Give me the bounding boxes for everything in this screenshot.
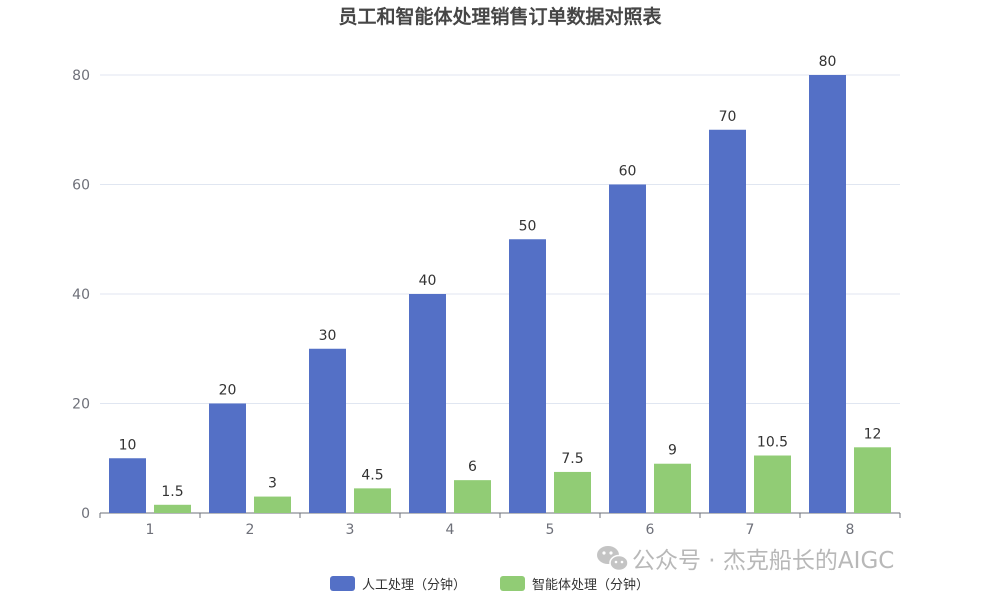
- data-label: 60: [619, 164, 637, 180]
- bar[interactable]: [509, 239, 546, 513]
- bar[interactable]: [554, 471, 591, 513]
- data-label: 12: [864, 426, 882, 442]
- data-label: 7.5: [561, 451, 583, 467]
- bar[interactable]: [409, 294, 446, 513]
- legend[interactable]: 人工处理（分钟） 智能体处理（分钟）: [330, 576, 649, 593]
- legend-label: 智能体处理（分钟）: [532, 577, 649, 593]
- bar[interactable]: [654, 463, 691, 513]
- watermark-text: 公众号 · 杰克船长的AIGC: [632, 548, 894, 574]
- bar[interactable]: [254, 496, 291, 513]
- bar[interactable]: [809, 75, 846, 513]
- legend-swatch: [500, 576, 525, 591]
- data-label: 70: [719, 109, 737, 125]
- bar[interactable]: [209, 403, 246, 514]
- x-tick-label: 6: [646, 522, 655, 538]
- wechat-icon: [597, 546, 629, 572]
- bar[interactable]: [709, 129, 746, 513]
- y-tick-label: 40: [72, 287, 90, 303]
- data-label: 6: [468, 459, 477, 475]
- y-tick-label: 0: [81, 506, 90, 522]
- bar[interactable]: [154, 504, 191, 513]
- bar[interactable]: [854, 447, 891, 513]
- legend-label: 人工处理（分钟）: [362, 577, 466, 593]
- data-label: 10: [119, 437, 137, 453]
- bar[interactable]: [309, 348, 346, 513]
- bar[interactable]: [609, 184, 646, 514]
- x-tick-label: 8: [846, 522, 855, 538]
- y-tick-label: 20: [72, 397, 90, 413]
- data-label: 4.5: [361, 467, 383, 483]
- data-label: 20: [219, 383, 237, 399]
- bars: [109, 75, 891, 513]
- legend-swatch: [330, 576, 355, 591]
- y-tick-label: 80: [72, 68, 90, 84]
- bar[interactable]: [354, 488, 391, 513]
- watermark: 公众号 · 杰克船长的AIGC: [597, 546, 894, 574]
- data-label: 40: [419, 273, 437, 289]
- grid-lines: [100, 74, 900, 404]
- x-tick-label: 3: [346, 522, 355, 538]
- data-label: 30: [319, 328, 337, 344]
- bar[interactable]: [454, 480, 491, 513]
- data-label: 10.5: [757, 435, 788, 451]
- legend-item[interactable]: 人工处理（分钟）: [330, 576, 466, 593]
- x-tick-label: 1: [146, 522, 155, 538]
- data-label: 50: [519, 218, 537, 234]
- bar[interactable]: [754, 455, 791, 513]
- y-tick-label: 60: [72, 178, 90, 194]
- x-tick-label: 2: [246, 522, 255, 538]
- bar[interactable]: [109, 458, 146, 513]
- x-tick-label: 5: [546, 522, 555, 538]
- data-label: 1.5: [161, 484, 183, 500]
- data-label: 9: [668, 443, 677, 459]
- legend-item[interactable]: 智能体处理（分钟）: [500, 576, 649, 593]
- data-label: 80: [819, 54, 837, 70]
- x-tick-label: 4: [446, 522, 455, 538]
- data-label: 3: [268, 476, 277, 492]
- chart-title: 员工和智能体处理销售订单数据对照表: [338, 5, 662, 28]
- data-labels: 10 20 30 40 50 60 70 80 1.5 3 4.5 6 7.5 9 10.5 12: [119, 54, 882, 500]
- x-tick-label: 7: [746, 522, 755, 538]
